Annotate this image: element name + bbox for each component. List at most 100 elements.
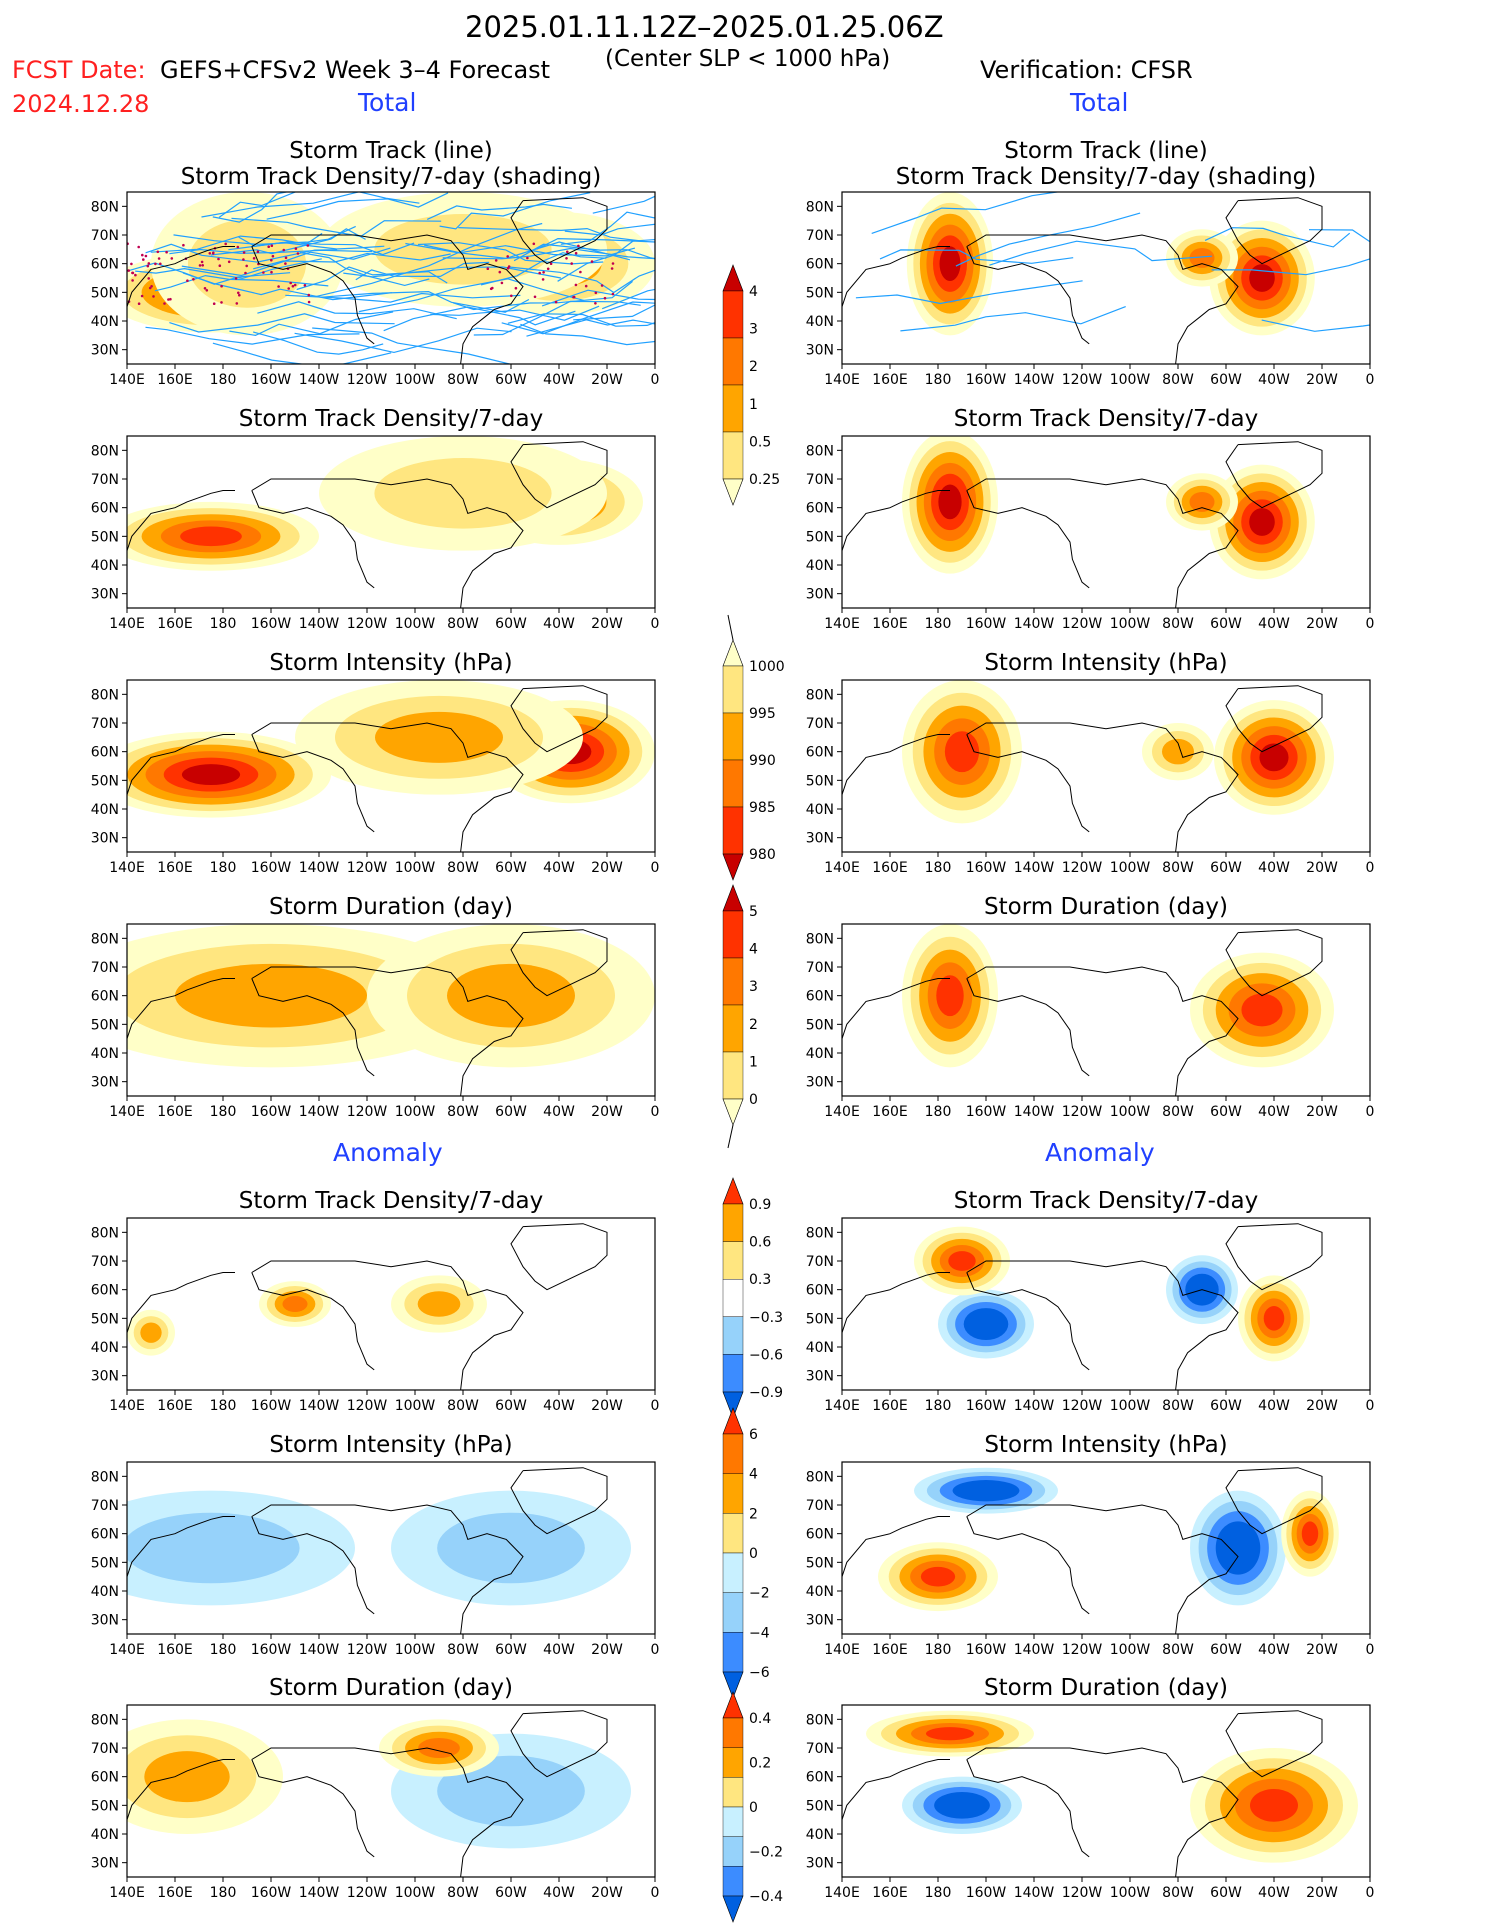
track-genesis-dot	[245, 264, 248, 268]
storm-track-line	[1204, 227, 1351, 248]
track-genesis-dot	[277, 285, 280, 288]
coastline-greenland	[510, 441, 608, 509]
shading-contour	[1249, 508, 1275, 536]
lon-tick-label: 140E	[109, 1398, 145, 1414]
track-genesis-dot	[220, 301, 223, 304]
coastline-west	[251, 1272, 375, 1371]
map-frame	[841, 191, 1371, 365]
lat-tick-label: 40N	[806, 558, 834, 574]
lat-tick-label: 40N	[806, 1340, 834, 1356]
colorbar-connector	[727, 614, 734, 641]
lon-tick-label: 120W	[1062, 1398, 1103, 1414]
track-genesis-dot	[244, 271, 247, 275]
lon-tick-label: 100W	[1110, 1642, 1151, 1658]
lat-tick-label: 60N	[91, 1283, 119, 1299]
lon-tick-label: 100W	[1110, 616, 1151, 632]
colorbar-label: 0.2	[749, 1756, 771, 1772]
coastline-north-america	[251, 478, 524, 608]
lat-tick-label: 80N	[806, 1712, 834, 1728]
lon-tick-label: 80W	[447, 1104, 479, 1120]
coastline-north-america	[251, 1260, 524, 1390]
lat-tick-label: 50N	[91, 529, 119, 545]
storm-track-line	[321, 290, 530, 313]
forecast-anomaly-duration-panel: Storm Duration (day) 140E 160E 180 160W 140W 1…	[67, 1643, 670, 1919]
lat-tick-label: 60N	[806, 745, 834, 761]
colorbar-label: 3	[749, 322, 758, 338]
coastline-north-america	[966, 1260, 1239, 1390]
colorbar-label: 1000	[749, 659, 785, 675]
colorbar-label: −0.2	[749, 1845, 783, 1861]
lon-tick-label: 140E	[824, 1642, 860, 1658]
track-genesis-dot	[131, 271, 134, 275]
colorbar-label: 1	[749, 397, 758, 413]
shading-contour	[374, 214, 552, 285]
track-genesis-dot	[287, 287, 290, 290]
verification-title: Verification: CFSR	[980, 56, 1193, 84]
track-genesis-dot	[546, 267, 550, 271]
lon-tick-label: 120W	[347, 1104, 388, 1120]
track-genesis-dot	[220, 284, 223, 288]
verification-anomaly-density-panel: Storm Track Density/7-day 140E 160E 180 160W…	[782, 1156, 1385, 1432]
lon-tick-label: 140E	[109, 1642, 145, 1658]
lat-tick-label: 50N	[806, 1311, 834, 1327]
lon-tick-label: 160E	[872, 1885, 908, 1901]
colorbar-segment	[722, 337, 744, 386]
storm-track-line	[383, 306, 576, 332]
forecast-anomaly-density-panel: Storm Track Density/7-day 140E 160E 180 160W…	[67, 1156, 670, 1432]
shading-contour	[1259, 743, 1289, 772]
colorbar-extend-top	[722, 1691, 744, 1719]
shading-contour	[375, 711, 503, 763]
forecast-total-density-panel: Storm Track Density/7-day 140E 160E 180 160W…	[67, 374, 670, 650]
track-genesis-dot	[603, 296, 607, 300]
shading-contour	[175, 963, 367, 1028]
lon-tick-label: 160W	[251, 1398, 292, 1414]
coastline-north-america	[966, 478, 1239, 608]
colorbar-segment	[722, 1051, 744, 1100]
panel-title: Storm Duration (day)	[984, 1675, 1228, 1701]
track-genesis-dot	[167, 298, 170, 301]
lon-tick-label: 160W	[966, 1398, 1007, 1414]
lat-tick-label: 40N	[91, 1046, 119, 1062]
coastline-asia	[842, 246, 950, 307]
lon-tick-label: 40W	[1258, 1885, 1290, 1901]
shading-contour	[282, 1296, 308, 1312]
storm-track-line	[560, 211, 655, 245]
lon-tick-label: 180	[210, 1104, 237, 1120]
coastline-greenland	[510, 1710, 608, 1778]
lat-tick-label: 40N	[806, 314, 834, 330]
storm-track-line	[573, 304, 655, 321]
coastline-north-america	[966, 1747, 1239, 1877]
track-genesis-dot	[186, 279, 189, 282]
lat-tick-label: 30N	[806, 1075, 834, 1091]
panel-title: Storm Track Density/7-day	[954, 406, 1258, 432]
lon-tick-label: 180	[210, 372, 237, 388]
track-genesis-dot	[574, 283, 578, 287]
track-genesis-dot	[498, 270, 502, 274]
panel-title: Storm Intensity (hPa)	[984, 1432, 1227, 1458]
lon-tick-label: 100W	[1110, 372, 1151, 388]
storm-track-line	[358, 278, 584, 313]
colorbar-segment	[722, 1836, 744, 1867]
forecast-anomaly-intensity-chart: Storm Intensity (hPa) 140E 160E 180 160W 140W…	[91, 1432, 660, 1658]
storm-track-line	[294, 327, 512, 354]
storm-track-line	[473, 300, 641, 336]
lon-tick-label: 80W	[447, 616, 479, 632]
storm-track-line	[312, 327, 512, 364]
lon-tick-label: 100W	[395, 860, 436, 876]
colorbar-segment	[722, 1316, 744, 1355]
colorbar-label: 0	[749, 1800, 758, 1816]
colorbar-label: 6	[749, 1427, 758, 1443]
track-genesis-dot	[252, 257, 256, 260]
section-total-right: Total	[1070, 88, 1129, 117]
track-genesis-dot	[242, 258, 245, 261]
panel-title: Storm Track Density/7-day	[239, 406, 543, 432]
storm-track-line	[989, 240, 1212, 266]
lon-tick-label: 180	[925, 372, 952, 388]
colorbar-label: −0.6	[749, 1347, 783, 1363]
track-genesis-dot	[294, 247, 298, 250]
track-genesis-dot	[611, 262, 615, 265]
track-genesis-dot	[224, 242, 227, 246]
lat-tick-label: 30N	[806, 1369, 834, 1385]
lat-tick-label: 40N	[91, 314, 119, 330]
